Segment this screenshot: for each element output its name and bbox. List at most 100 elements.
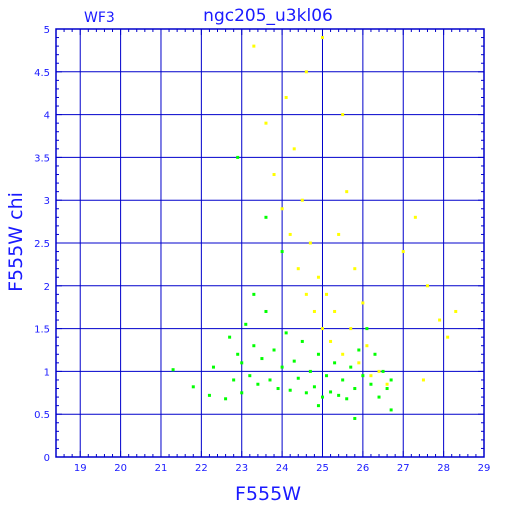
data-point xyxy=(308,241,312,245)
data-point xyxy=(329,390,333,394)
x-axis-label: F555W xyxy=(235,483,301,505)
data-point xyxy=(264,121,268,125)
data-point xyxy=(280,365,284,369)
data-point xyxy=(308,369,312,373)
data-point xyxy=(377,369,381,373)
chart-title: ngc205_u3kl06 xyxy=(203,6,333,26)
series-0 xyxy=(171,155,393,420)
x-tick-label: 22 xyxy=(195,463,208,474)
data-point xyxy=(300,339,304,343)
data-point xyxy=(236,155,240,159)
data-point xyxy=(207,393,211,397)
x-tick-label: 28 xyxy=(437,463,450,474)
data-point xyxy=(240,361,244,365)
data-point xyxy=(337,393,341,397)
x-tick-label: 20 xyxy=(114,463,127,474)
data-point xyxy=(292,147,296,151)
y-tick-label: 1 xyxy=(44,367,50,378)
data-point xyxy=(320,36,324,40)
data-point xyxy=(345,190,349,194)
data-point xyxy=(284,95,288,99)
data-point xyxy=(401,250,405,254)
data-point xyxy=(316,275,320,279)
data-point xyxy=(316,404,320,408)
data-point xyxy=(304,391,308,395)
data-point xyxy=(296,376,300,380)
x-tick-label: 24 xyxy=(276,463,289,474)
data-point xyxy=(425,284,429,288)
y-tick-label: 5 xyxy=(44,25,50,36)
y-tick-label: 3 xyxy=(44,196,50,207)
data-point xyxy=(373,352,377,356)
data-point xyxy=(325,292,329,296)
data-point xyxy=(341,378,345,382)
data-point xyxy=(252,344,256,348)
y-tick-label: 3.5 xyxy=(34,153,50,164)
data-point xyxy=(280,207,284,211)
y-tick-label: 4 xyxy=(44,111,50,122)
data-point xyxy=(357,361,361,365)
data-point xyxy=(304,292,308,296)
data-point xyxy=(280,250,284,254)
data-point xyxy=(320,395,324,399)
plot-frame xyxy=(55,28,485,458)
plot-border xyxy=(55,28,485,458)
y-tick-label: 1.5 xyxy=(34,325,50,336)
data-point xyxy=(353,267,357,271)
data-point xyxy=(284,331,288,335)
x-tick-label: 25 xyxy=(316,463,329,474)
data-point xyxy=(438,318,442,322)
data-point xyxy=(288,232,292,236)
data-point xyxy=(240,391,244,395)
x-tick-label: 27 xyxy=(397,463,410,474)
data-point xyxy=(236,352,240,356)
data-point xyxy=(272,348,276,352)
data-point xyxy=(353,416,357,420)
data-point xyxy=(211,365,215,369)
data-point xyxy=(268,378,272,382)
series-1 xyxy=(252,36,458,386)
data-point xyxy=(288,388,292,392)
data-point xyxy=(171,368,175,372)
data-point xyxy=(357,348,361,352)
data-point xyxy=(349,365,353,369)
data-point xyxy=(232,378,236,382)
data-point xyxy=(276,387,280,391)
data-point xyxy=(260,357,264,361)
data-point xyxy=(191,385,195,389)
x-tick-labels: 19 20 21 22 23 24 25 26 27 28 29 xyxy=(74,463,491,474)
y-tick-label: 2 xyxy=(44,282,50,293)
x-tick-label: 19 xyxy=(74,463,87,474)
data-point xyxy=(377,395,381,399)
data-point xyxy=(413,215,417,219)
data-point xyxy=(361,374,365,378)
data-point xyxy=(264,215,268,219)
data-point xyxy=(300,198,304,202)
data-point xyxy=(224,397,228,401)
y-tick-label: 4.5 xyxy=(34,68,50,79)
data-point xyxy=(329,339,333,343)
data-point xyxy=(272,173,276,177)
data-point xyxy=(337,232,341,236)
x-tick-label: 26 xyxy=(357,463,370,474)
data-point xyxy=(365,327,369,331)
data-point xyxy=(244,322,248,326)
data-point xyxy=(385,382,389,386)
data-point xyxy=(312,385,316,389)
x-tick-label: 21 xyxy=(155,463,168,474)
data-point xyxy=(252,292,256,296)
y-tick-label: 0 xyxy=(44,453,50,464)
data-series xyxy=(171,36,458,420)
data-point xyxy=(296,267,300,271)
data-point xyxy=(333,309,337,313)
data-point xyxy=(320,327,324,331)
y-tick-label: 2.5 xyxy=(34,239,50,250)
data-point xyxy=(325,374,329,378)
data-point xyxy=(345,397,349,401)
data-point xyxy=(333,361,337,365)
data-point xyxy=(341,352,345,356)
data-point xyxy=(252,44,256,48)
data-point xyxy=(353,387,357,391)
data-point xyxy=(256,382,260,386)
